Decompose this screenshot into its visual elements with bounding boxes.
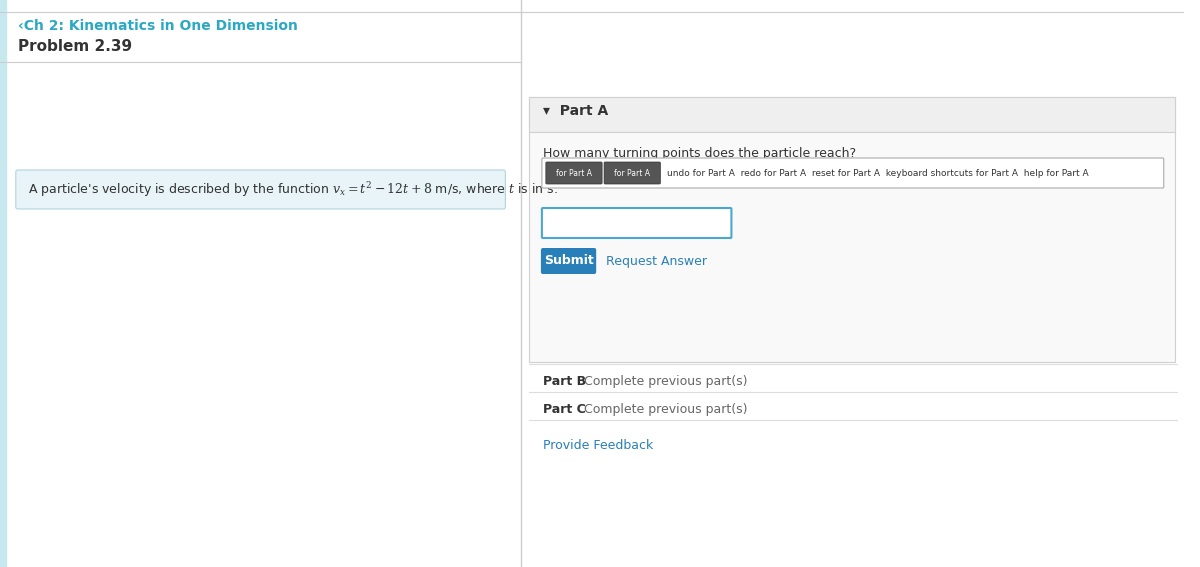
Text: for Part A: for Part A	[556, 168, 592, 177]
Text: Part C: Part C	[542, 403, 586, 416]
Text: A particle's velocity is described by the function $v_x = t^2 - 12t + 8$ m/s, wh: A particle's velocity is described by th…	[28, 180, 558, 199]
FancyBboxPatch shape	[546, 162, 602, 184]
Text: undo for Part A  redo for Part A  reset for Part A  keyboard shortcuts for Part : undo for Part A redo for Part A reset fo…	[667, 168, 1088, 177]
Text: ‹Ch 2: Kinematics in One Dimension: ‹Ch 2: Kinematics in One Dimension	[18, 19, 298, 33]
FancyBboxPatch shape	[16, 170, 505, 209]
Text: Complete previous part(s): Complete previous part(s)	[584, 403, 748, 416]
Text: for Part A: for Part A	[614, 168, 650, 177]
FancyBboxPatch shape	[541, 248, 596, 274]
FancyBboxPatch shape	[542, 208, 732, 238]
Text: ▾  Part A: ▾ Part A	[542, 104, 608, 118]
Bar	[529, 97, 1175, 132]
Bar	[0, 0, 6, 567]
Text: Provide Feedback: Provide Feedback	[542, 439, 653, 452]
Text: How many turning points does the particle reach?: How many turning points does the particl…	[542, 147, 856, 160]
Bar	[529, 97, 1175, 362]
Text: Submit: Submit	[544, 255, 594, 268]
FancyBboxPatch shape	[542, 158, 1164, 188]
Text: Part B: Part B	[542, 375, 586, 388]
Text: Request Answer: Request Answer	[606, 255, 707, 268]
Text: Problem 2.39: Problem 2.39	[18, 39, 132, 54]
Text: Complete previous part(s): Complete previous part(s)	[584, 375, 748, 388]
FancyBboxPatch shape	[604, 162, 660, 184]
